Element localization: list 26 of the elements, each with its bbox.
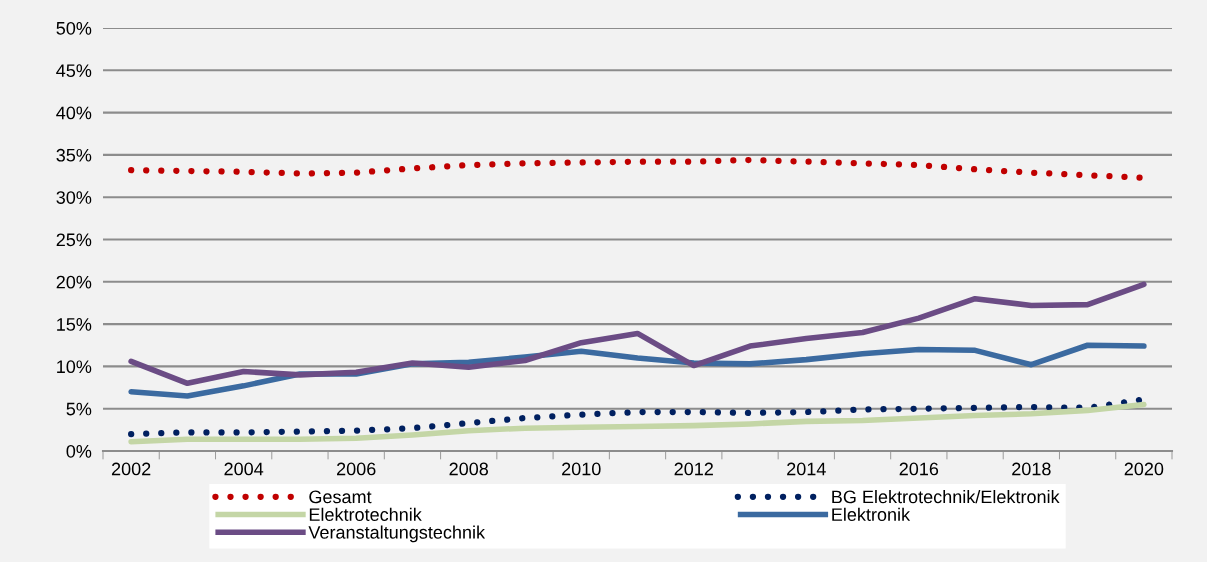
y-tick-label: 15% — [57, 318, 92, 331]
y-tick-label: 10% — [57, 360, 92, 374]
x-tick-label: 2004 — [224, 462, 264, 476]
x-tick-label: 2006 — [337, 462, 376, 476]
x-tick-label: 2008 — [449, 462, 489, 476]
y-tick-label: 40% — [56, 106, 92, 120]
y-tick-label: 45% — [56, 64, 92, 78]
legend-label: Veranstaltungstechnik — [308, 525, 486, 543]
x-tick-label: 2016 — [899, 462, 939, 476]
y-tick-label: 30% — [56, 191, 92, 204]
y-tick-label: 0% — [66, 444, 92, 458]
x-tick-label: 2020 — [1124, 462, 1164, 476]
x-tick-label: 2002 — [111, 462, 151, 476]
x-tick-label: 2012 — [674, 462, 713, 476]
y-tick-label: 25% — [56, 233, 92, 247]
legend-label: Gesamt — [309, 490, 372, 504]
x-tick-label: 2018 — [1012, 462, 1051, 476]
x-tick-label: 2010 — [562, 462, 601, 476]
y-tick-label: 50% — [56, 21, 92, 35]
y-tick-label: 35% — [56, 148, 92, 162]
legend-label: Elektrotechnik — [309, 507, 422, 521]
y-tick-label: 20% — [56, 275, 92, 289]
legend-label: Elektronik — [832, 507, 911, 521]
legend-label: BG Elektrotechnik/Elektronik — [832, 490, 1060, 504]
x-tick-label: 2014 — [787, 462, 826, 476]
y-tick-label: 5% — [66, 402, 92, 416]
